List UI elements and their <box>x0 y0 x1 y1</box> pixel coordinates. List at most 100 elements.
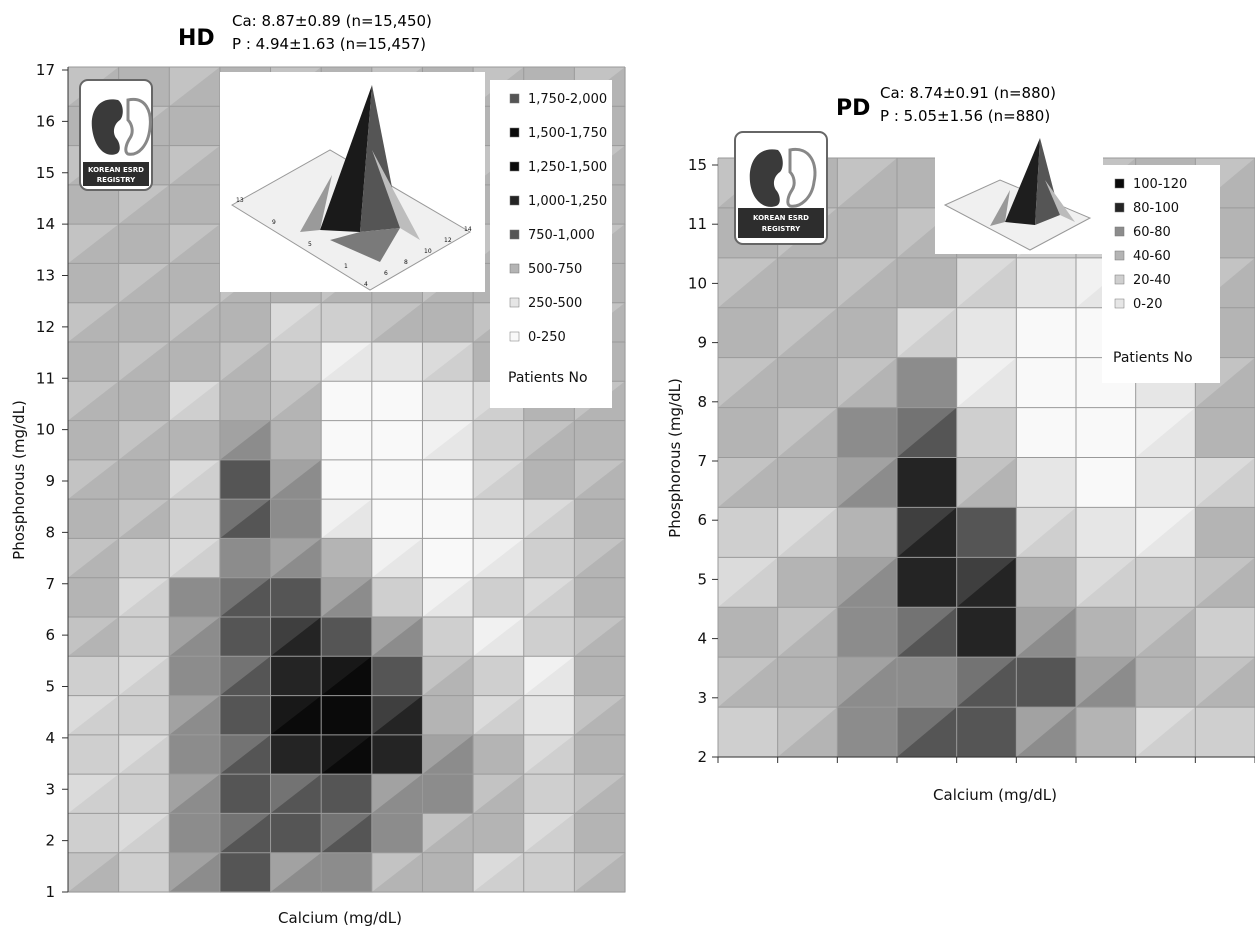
pd-heatmap-cell <box>837 507 898 558</box>
hd-legend-label: 1,500-1,750 <box>528 126 607 141</box>
pd-heatmap-cell <box>718 707 779 758</box>
hd-heatmap-cell <box>219 302 272 343</box>
pd-heatmap-cell <box>837 207 898 259</box>
hd-heatmap-cell <box>422 774 474 815</box>
hd-heatmap-cell <box>219 381 272 422</box>
pd-heatmap-cell-shade <box>718 657 778 708</box>
pd-heatmap-cell-shade <box>1016 607 1076 658</box>
hd-heatmap-cell-shade <box>219 813 271 853</box>
hd-heatmap-cell <box>473 499 525 540</box>
hd-heatmap-cell <box>422 695 474 736</box>
hd-heatmap-cell <box>118 695 170 736</box>
pd-panel-label: PD <box>836 96 870 121</box>
hd-heatmap-cell <box>270 342 322 382</box>
pd-heatmap-cell <box>1016 357 1077 409</box>
pd-heatmap-cell <box>1195 607 1255 658</box>
hd-heatmap-cell-shade <box>574 538 625 578</box>
hd-y-tick-label: 11 <box>36 369 55 387</box>
pd-legend-label: 60-80 <box>1133 225 1171 240</box>
hd-heatmap-cell <box>68 342 120 382</box>
pd-heatmap-cell <box>718 307 779 359</box>
hd-heatmap-cell-shade <box>473 617 524 657</box>
hd-y-tick-label: 7 <box>45 575 55 593</box>
pd-heatmap-cell-shade <box>897 507 957 558</box>
hd-heatmap-cell-shade <box>270 617 322 657</box>
hd-y-tick-label: 14 <box>36 215 55 233</box>
hd-y-tick-label: 3 <box>45 780 55 798</box>
hd-legend-swatch <box>509 161 520 172</box>
hd-heatmap-cell-shade <box>321 813 372 853</box>
hd-heatmap-cell-shade <box>219 656 271 696</box>
pd-legend-swatch <box>1114 250 1125 261</box>
pd-legend-swatch <box>1114 178 1125 189</box>
hd-heatmap-cell <box>169 342 221 382</box>
hd-heatmap-cell-shade <box>321 656 372 696</box>
pd-heatmap-cell-shade <box>837 657 897 708</box>
hd-heatmap-cell-shade <box>574 617 625 657</box>
hd-heatmap-cell <box>473 734 525 775</box>
hd-legend-swatch <box>509 263 520 274</box>
hd-y-tick-label: 8 <box>45 523 55 541</box>
pd-heatmap-cell-shade <box>777 607 838 658</box>
hd-heatmap-cell-shade <box>473 459 524 500</box>
hd-y-tick-label: 2 <box>45 832 55 850</box>
pd-heatmap-cell <box>956 607 1017 658</box>
pd-heatmap-cell-shade <box>956 257 1017 308</box>
pd-heatmap-cell-shade <box>1195 657 1255 708</box>
hd-heatmap-cell <box>574 420 626 461</box>
hd-stat-p: P : 4.94±1.63 (n=15,457) <box>232 35 426 53</box>
pd-registry-logo: KOREAN ESRD REGISTRY <box>734 131 828 245</box>
hd-heatmap-cell <box>219 617 272 657</box>
hd-heatmap-cell-shade <box>68 617 119 657</box>
pd-heatmap-cell-shade <box>897 607 957 658</box>
hd-heatmap-cell-shade <box>118 577 170 617</box>
pd-legend-swatch <box>1114 274 1125 285</box>
hd-heatmap-cell-shade <box>473 381 524 421</box>
hd-heatmap-cell-shade <box>371 852 423 892</box>
pd-y-tick-label: 2 <box>697 748 707 766</box>
pd-heatmap-cell <box>718 407 779 459</box>
hd-heatmap-cell-shade <box>68 459 119 500</box>
hd-heatmap-cell <box>523 774 575 815</box>
hd-panel: HD Ca: 8.87±0.89 (n=15,450) P : 4.94±1.6… <box>10 12 626 927</box>
pd-legend-title: Patients No <box>1113 350 1193 366</box>
hd-heatmap-cell-shade <box>219 420 271 460</box>
hd-heatmap-cell <box>118 459 170 500</box>
hd-inset-x-tick: 6 <box>384 270 388 277</box>
hd-inset-x-tick: 14 <box>464 226 472 233</box>
pd-y-tick-label: 6 <box>697 511 707 529</box>
pd-heatmap-cell-shade <box>956 457 1017 508</box>
hd-heatmap-cell-shade <box>321 499 372 539</box>
pd-heatmap-cell-shade <box>956 557 1017 608</box>
hd-legend-title: Patients No <box>508 370 588 386</box>
pd-heatmap-cell-shade <box>837 357 897 408</box>
hd-heatmap-cell-shade <box>118 656 170 696</box>
pd-heatmap-cell-shade <box>718 257 778 308</box>
pd-heatmap-cell <box>1016 257 1077 309</box>
hd-heatmap-cell <box>574 577 626 618</box>
hd-heatmap-cell <box>371 813 424 854</box>
hd-heatmap-cell-shade <box>118 499 170 539</box>
hd-heatmap-cell <box>169 656 221 697</box>
hd-heatmap-cell <box>523 852 575 893</box>
hd-heatmap-cell <box>422 852 474 893</box>
hd-inset-peak-base <box>330 228 400 262</box>
hd-heatmap-cell <box>270 420 322 461</box>
hd-heatmap-cell-shade <box>169 459 220 500</box>
hd-heatmap-cell <box>422 538 474 579</box>
hd-y-tick-label: 9 <box>45 472 55 490</box>
pd-3d-inset <box>935 130 1103 254</box>
pd-heatmap-cell-shade <box>1016 507 1076 558</box>
pd-inset-peak-side <box>1035 138 1060 225</box>
pd-logo-line2: REGISTRY <box>762 225 801 233</box>
hd-legend-swatch <box>509 127 520 138</box>
hd-heatmap-cell <box>169 813 221 854</box>
hd-inset-y-tick: 9 <box>272 219 276 226</box>
hd-logo-line2: REGISTRY <box>97 176 136 184</box>
hd-y-tick-label: 6 <box>45 626 55 644</box>
hd-heatmap-cell <box>270 813 322 854</box>
hd-heatmap-cell <box>371 459 424 500</box>
